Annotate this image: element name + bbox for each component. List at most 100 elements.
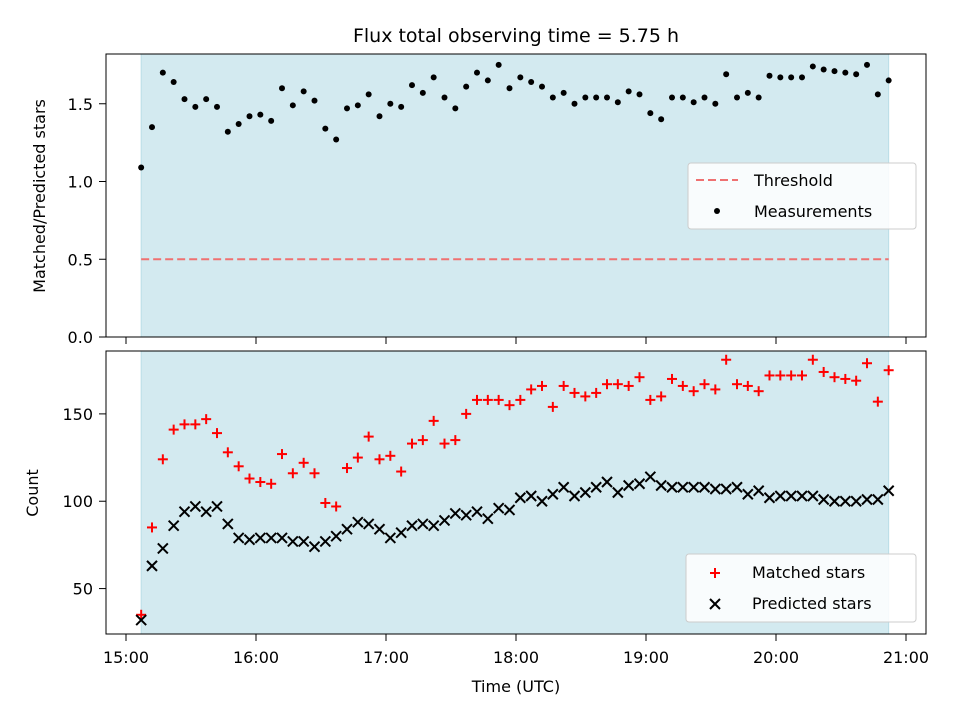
matched-star-point xyxy=(255,477,266,488)
measurement-point xyxy=(170,78,177,85)
measurement-point xyxy=(452,105,459,112)
matched-star-point xyxy=(526,384,537,395)
predicted-star-point xyxy=(557,481,570,493)
predicted-star-point xyxy=(276,532,288,544)
predicted-star-point xyxy=(352,516,364,528)
predicted-star-point xyxy=(568,490,581,502)
predicted-star-point xyxy=(872,493,884,506)
predicted-star-point xyxy=(807,490,819,502)
measurement-point xyxy=(257,111,264,118)
matched-star-point xyxy=(309,468,320,479)
predicted-star-point xyxy=(698,481,711,493)
predicted-star-point xyxy=(882,485,895,497)
measurement-point xyxy=(593,94,600,101)
matched-star-point xyxy=(212,428,222,439)
matched-star-point xyxy=(472,394,482,405)
matched-star-point xyxy=(732,379,742,390)
predicted-star-point xyxy=(167,519,180,532)
matched-star-point xyxy=(872,396,883,407)
predicted-star-point xyxy=(395,526,407,539)
measurements-legend-label: Measurements xyxy=(754,202,872,221)
matched-star-point xyxy=(818,366,829,377)
measurement-point xyxy=(625,88,632,95)
measurement-point xyxy=(181,96,188,103)
predicted-star-point xyxy=(157,542,169,555)
predicted-star-point xyxy=(146,560,158,572)
matched-star-point xyxy=(157,454,168,465)
predicted-star-point xyxy=(763,492,776,504)
predicted-star-point xyxy=(189,500,202,513)
predicted-star-point xyxy=(677,481,689,493)
predicted-star-point xyxy=(590,481,602,493)
matched-star-point xyxy=(634,372,645,383)
matched-star-point xyxy=(277,449,287,460)
measurement-point xyxy=(809,63,816,70)
measurement-point xyxy=(419,89,426,96)
matched-star-point xyxy=(222,447,233,458)
count-panel: 50 100 150 15:00 16:00 17:00 18:00 19:00 20:00 21… xyxy=(23,350,929,696)
count-y-tick-label: 100 xyxy=(62,492,93,511)
measurement-point xyxy=(701,94,708,101)
predicted-star-point xyxy=(536,495,548,507)
count-legend: Matched stars Predicted stars xyxy=(685,553,917,623)
matched-star-point xyxy=(461,408,472,419)
predicted-star-point xyxy=(287,535,299,548)
predicted-star-point xyxy=(438,514,451,527)
matched-star-point xyxy=(342,463,352,474)
predicted-star-point xyxy=(601,476,613,488)
matched-star-point xyxy=(645,394,656,405)
measurement-point xyxy=(658,116,665,123)
measurement-point xyxy=(365,91,372,98)
matched-star-point xyxy=(331,501,342,512)
measurement-point xyxy=(463,83,470,90)
matched-star-point xyxy=(147,522,157,533)
predicted-star-point xyxy=(232,532,245,544)
matched-star-point xyxy=(450,435,461,446)
measurement-point xyxy=(777,74,784,81)
x-tick-label: 16:00 xyxy=(233,648,279,667)
measurement-point xyxy=(506,85,513,92)
predicted-star-point xyxy=(839,495,852,507)
predicted-star-point xyxy=(211,500,223,513)
matched-star-point xyxy=(136,609,147,620)
predicted-star-point xyxy=(330,530,342,542)
measurement-point xyxy=(820,66,827,73)
x-axis-label: Time (UTC) xyxy=(471,677,560,696)
predicted-star-point xyxy=(254,532,267,544)
predicted-star-point xyxy=(644,471,657,483)
measurement-point xyxy=(246,113,253,120)
count-legend-box xyxy=(685,553,917,623)
matched-star-point xyxy=(667,373,677,384)
matched-star-point xyxy=(807,354,818,365)
predicted-star-point xyxy=(297,535,310,548)
measurement-point xyxy=(647,110,654,117)
measurement-point xyxy=(409,82,415,89)
matched-star-point xyxy=(537,380,547,391)
matched-star-point xyxy=(482,394,493,405)
predicted-star-point xyxy=(265,532,277,544)
predicted-star-point xyxy=(774,490,787,502)
measurement-point xyxy=(430,74,437,81)
measurement-point xyxy=(669,94,675,101)
matched-star-point xyxy=(190,419,201,430)
predicted-star-point xyxy=(687,481,700,493)
ratio-y-tick-label: 0.5 xyxy=(68,250,93,269)
count-y-axis-label: Count xyxy=(23,469,42,517)
predicted-stars-legend-swatch xyxy=(709,598,721,610)
matched-star-point xyxy=(775,370,786,381)
measurement-point xyxy=(149,124,155,131)
measurement-point xyxy=(474,69,480,76)
matched-star-point xyxy=(742,380,753,391)
measurement-point xyxy=(842,69,849,76)
matched-star-point xyxy=(602,379,612,390)
count-y-tick-label: 50 xyxy=(73,580,93,599)
predicted-star-point xyxy=(720,483,732,495)
measurement-point xyxy=(311,97,318,104)
measurement-point xyxy=(268,117,275,124)
measurement-point xyxy=(788,74,795,81)
matched-star-point xyxy=(753,386,764,397)
matched-star-point xyxy=(504,400,515,411)
measurement-point xyxy=(159,69,166,76)
measurement-point xyxy=(744,89,751,96)
measurement-point xyxy=(300,88,307,95)
